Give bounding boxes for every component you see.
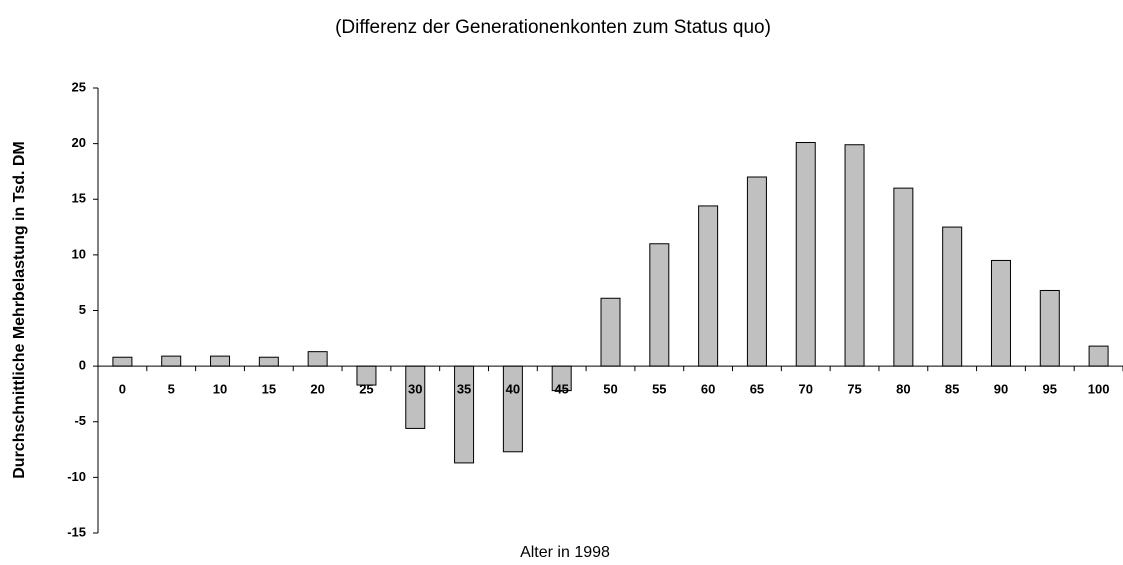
- x-tick-label: 65: [750, 382, 764, 397]
- x-tick-label: 20: [310, 382, 324, 397]
- bar: [942, 226, 963, 367]
- x-tick-label: 90: [994, 382, 1008, 397]
- x-tick-label: 95: [1043, 382, 1057, 397]
- bar: [161, 355, 182, 367]
- y-tick-label: 20: [72, 135, 86, 150]
- bar: [990, 259, 1011, 367]
- x-tick-label: 50: [603, 382, 617, 397]
- x-tick-label: 80: [896, 382, 910, 397]
- y-tick-label: 10: [72, 246, 86, 261]
- x-tick-label: 55: [652, 382, 666, 397]
- bar: [795, 142, 816, 367]
- bar: [1039, 289, 1060, 367]
- x-tick-label: 40: [506, 382, 520, 397]
- bar: [698, 205, 719, 367]
- x-tick-label: 85: [945, 382, 959, 397]
- x-tick-label: 10: [213, 382, 227, 397]
- y-tick-label: -10: [67, 469, 86, 484]
- bar: [112, 356, 133, 367]
- x-tick-label: 60: [701, 382, 715, 397]
- y-tick-label: -15: [67, 524, 86, 539]
- y-tick-label: -5: [74, 413, 86, 428]
- x-tick-label: 15: [262, 382, 276, 397]
- y-axis-label: Durchschnittliche Mehrbelastung in Tsd. …: [11, 141, 28, 479]
- bar: [405, 365, 426, 429]
- bar: [844, 144, 865, 367]
- chart-title: (Differenz der Generationenkonten zum St…: [335, 17, 771, 38]
- x-tick-label: 5: [168, 382, 175, 397]
- x-tick-label: 70: [799, 382, 813, 397]
- y-tick-label: 5: [79, 302, 86, 317]
- bar: [746, 176, 767, 367]
- x-tick-label: 100: [1088, 382, 1110, 397]
- y-tick-label: 15: [72, 191, 86, 206]
- bar: [1088, 345, 1109, 367]
- y-tick-label: 0: [79, 358, 86, 373]
- x-tick-label: 30: [408, 382, 422, 397]
- x-axis-label: Alter in 1998: [520, 544, 610, 561]
- bar: [258, 356, 279, 367]
- y-tick-label: 25: [72, 79, 86, 94]
- x-tick-label: 25: [359, 382, 373, 397]
- bar: [893, 187, 914, 367]
- bar: [600, 297, 621, 367]
- bar: [307, 351, 328, 367]
- x-tick-label: 75: [847, 382, 861, 397]
- bar: [649, 243, 670, 367]
- bar: [210, 355, 231, 367]
- x-tick-label: 35: [457, 382, 471, 397]
- x-tick-label: 45: [554, 382, 568, 397]
- x-tick-label: 0: [119, 382, 126, 397]
- bar: [502, 365, 523, 453]
